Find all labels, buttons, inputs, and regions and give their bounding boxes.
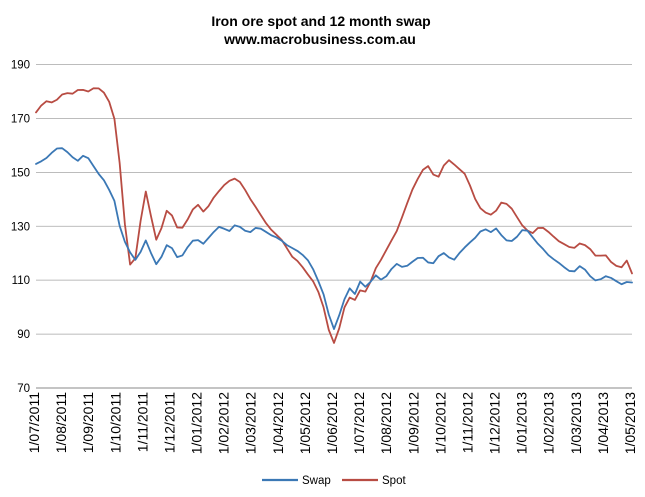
svg-text:1/08/2011: 1/08/2011 [53,392,69,453]
svg-text:1/03/2012: 1/03/2012 [243,392,259,454]
svg-text:1/01/2013: 1/01/2013 [514,392,530,454]
svg-text:Swap: Swap [302,475,331,487]
svg-text:1/05/2013: 1/05/2013 [622,392,638,454]
svg-text:1/04/2013: 1/04/2013 [595,392,611,454]
svg-text:1/10/2012: 1/10/2012 [432,392,448,454]
svg-text:110: 110 [12,275,30,287]
svg-text:1/04/2012: 1/04/2012 [270,392,286,454]
svg-text:1/02/2012: 1/02/2012 [216,392,232,454]
svg-text:1/11/2012: 1/11/2012 [459,392,475,453]
svg-text:1/02/2013: 1/02/2013 [541,392,557,454]
svg-text:1/12/2011: 1/12/2011 [161,392,177,453]
svg-text:90: 90 [17,329,30,341]
svg-text:1/10/2011: 1/10/2011 [107,392,123,453]
svg-text:1/01/2012: 1/01/2012 [189,392,205,454]
svg-text:www.macrobusiness.com.au: www.macrobusiness.com.au [223,31,416,47]
svg-text:150: 150 [11,167,30,179]
svg-text:Spot: Spot [382,475,406,487]
svg-text:1/06/2012: 1/06/2012 [324,392,340,454]
svg-text:190: 190 [11,60,30,72]
svg-text:130: 130 [11,221,30,233]
svg-text:1/07/2011: 1/07/2011 [26,392,42,453]
svg-text:1/12/2012: 1/12/2012 [487,392,503,454]
svg-text:1/03/2013: 1/03/2013 [568,392,584,454]
svg-text:1/05/2012: 1/05/2012 [297,392,313,454]
svg-text:170: 170 [11,113,30,125]
svg-text:1/09/2012: 1/09/2012 [405,392,421,454]
svg-text:1/07/2012: 1/07/2012 [351,392,367,454]
svg-text:1/11/2011: 1/11/2011 [134,392,150,452]
svg-text:Iron ore spot and 12 month swa: Iron ore spot and 12 month swap [211,13,430,29]
svg-text:1/09/2011: 1/09/2011 [80,392,96,453]
svg-text:1/08/2012: 1/08/2012 [378,392,394,454]
